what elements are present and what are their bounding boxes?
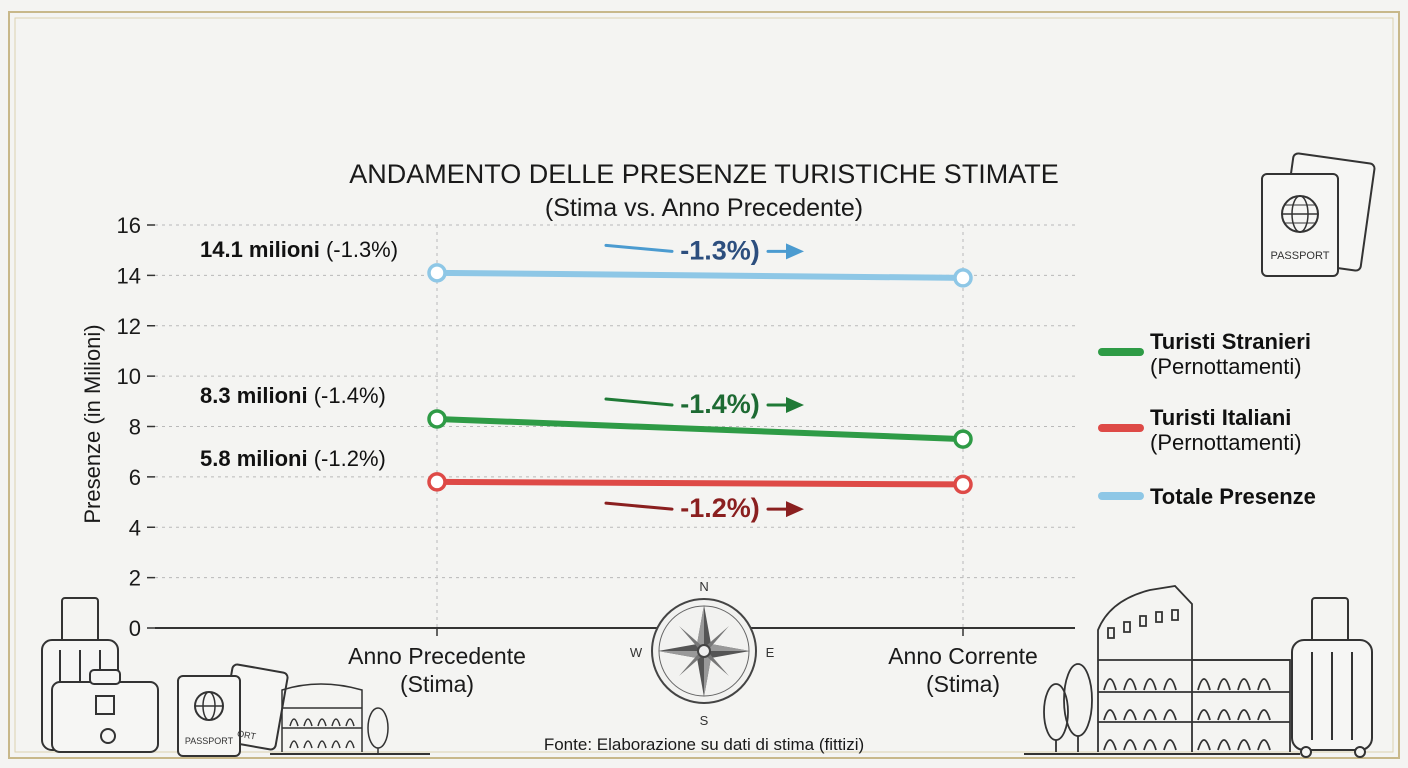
passport-label-bottom: PASSPORT xyxy=(185,736,234,746)
data-series xyxy=(427,263,973,495)
start-value-bold: 8.3 milioni xyxy=(200,383,314,408)
change-pointer-line xyxy=(604,243,674,253)
passport-icon: PASSPORT xyxy=(1261,152,1376,277)
y-tick-label: 4 xyxy=(129,515,141,540)
change-label: -1.2%) xyxy=(680,493,760,523)
legend-entry-sub: (Pernottamenti) xyxy=(1150,430,1302,455)
series-line-2 xyxy=(434,478,966,488)
frame-inner xyxy=(14,17,1394,753)
y-tick-label: 0 xyxy=(129,616,141,641)
colosseum-icon xyxy=(1097,585,1291,752)
data-point xyxy=(427,472,447,492)
suitcase-icon xyxy=(41,597,159,753)
data-point xyxy=(953,429,973,449)
compass-e: E xyxy=(766,645,775,660)
compass-icon: N S E W xyxy=(630,579,775,728)
start-value-label: 14.1 milioni (-1.3%) xyxy=(200,237,398,262)
legend-entry-name: Turisti Stranieri xyxy=(1150,329,1311,354)
x-category-sublabel: (Stima) xyxy=(400,671,474,697)
start-value-label: 5.8 milioni (-1.2%) xyxy=(200,446,386,471)
data-point xyxy=(427,409,447,429)
tree-icon xyxy=(1024,663,1300,755)
x-axis-categories: Anno Precedente(Stima)Anno Corrente(Stim… xyxy=(348,643,1038,697)
source-note: Fonte: Elaborazione su dati di stima (fi… xyxy=(544,735,864,754)
x-category-label: Anno Corrente xyxy=(888,643,1038,669)
legend-entry-sub: (Pernottamenti) xyxy=(1150,354,1302,379)
frame-outer xyxy=(8,11,1400,759)
passport-label-partial: ORT xyxy=(236,728,257,741)
compass-s: S xyxy=(700,713,709,728)
data-point xyxy=(427,263,447,283)
change-pointer-line xyxy=(604,501,674,511)
colosseum-icon xyxy=(270,683,430,755)
change-pointer-line xyxy=(604,397,674,407)
change-arrow-head xyxy=(786,243,804,260)
start-value-pct: (-1.4%) xyxy=(314,383,386,408)
change-label: -1.4%) xyxy=(680,389,760,419)
y-tick-label: 10 xyxy=(117,364,141,389)
series-line-0 xyxy=(434,269,966,281)
chart-subtitle: (Stima vs. Anno Precedente) xyxy=(545,194,863,222)
start-value-bold: 5.8 milioni xyxy=(200,446,314,471)
start-value-pct: (-1.2%) xyxy=(314,446,386,471)
y-axis-ticks: 0 2 4 6 8 10 12 14 16 xyxy=(117,213,155,641)
compass-w: W xyxy=(630,645,643,660)
legend: Turisti Stranieri(Pernottamenti)Turisti … xyxy=(1098,329,1316,509)
data-point xyxy=(953,268,973,288)
x-category-sublabel: (Stima) xyxy=(926,671,1000,697)
data-point xyxy=(953,474,973,495)
change-label: -1.3%) xyxy=(680,235,760,265)
change-arrow-head xyxy=(786,501,804,518)
start-value-pct: (-1.3%) xyxy=(326,237,398,262)
data-labels: 14.1 milioni (-1.3%) -1.3%) 8.3 milioni (-… xyxy=(200,235,804,523)
y-tick-label: 8 xyxy=(129,415,141,440)
y-tick-label: 16 xyxy=(117,213,141,238)
passport-icon: PASSPORT ORT xyxy=(177,663,289,757)
change-arrow-head xyxy=(786,397,804,414)
y-tick-label: 2 xyxy=(129,566,141,591)
y-tick-label: 6 xyxy=(129,465,141,490)
chart-title: ANDAMENTO DELLE PRESENZE TURISTICHE STIM… xyxy=(349,159,1059,189)
start-value-bold: 14.1 milioni xyxy=(200,237,326,262)
grid-lines xyxy=(155,224,1075,636)
series-line-1 xyxy=(434,415,966,443)
suitcase-icon xyxy=(1291,597,1373,758)
passport-label-top: PASSPORT xyxy=(1271,250,1330,262)
x-category-label: Anno Precedente xyxy=(348,643,526,669)
y-tick-label: 14 xyxy=(117,263,141,288)
compass-n: N xyxy=(699,579,708,594)
start-value-label: 8.3 milioni (-1.4%) xyxy=(200,383,386,408)
legend-entry-name: Totale Presenze xyxy=(1150,484,1316,509)
legend-entry-name: Turisti Italiani xyxy=(1150,405,1291,430)
y-tick-label: 12 xyxy=(117,314,141,339)
y-axis-label: Presenze (in Milioni) xyxy=(80,324,105,523)
